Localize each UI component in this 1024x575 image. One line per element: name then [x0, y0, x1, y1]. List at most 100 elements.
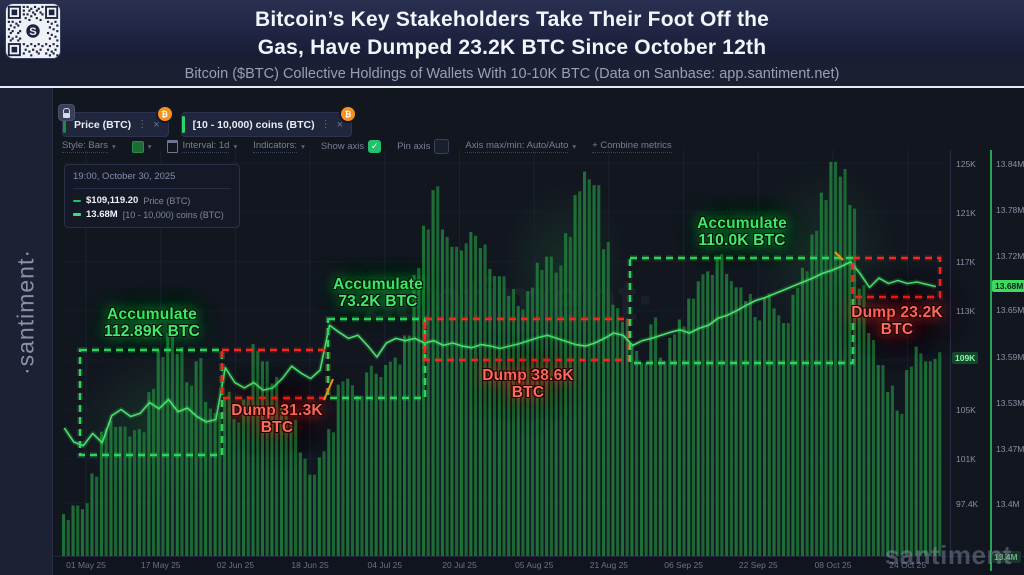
tab-price-btc[interactable]: Price (BTC) ⋮ × ₿ — [58, 104, 174, 137]
price-bar — [398, 364, 402, 556]
price-bar — [213, 413, 217, 556]
color-picker[interactable]: ▾ — [131, 140, 151, 153]
sidebar: ·santiment· — [0, 88, 53, 575]
price-bar — [199, 358, 203, 556]
price-bar — [284, 410, 288, 556]
price-bar — [388, 361, 392, 556]
x-axis-label: 18 Jun 25 — [291, 560, 329, 570]
price-bar — [644, 362, 648, 556]
price-bar — [559, 265, 563, 556]
tab-label: Price (BTC) — [74, 118, 132, 131]
price-bar — [729, 281, 733, 556]
dump-zone-glow — [850, 255, 943, 300]
price-bar — [682, 326, 686, 556]
subtitle-bar: Bitcoin ($BTC) Collective Holdings of Wa… — [0, 62, 1024, 86]
price-bar — [838, 176, 842, 556]
price-value: $109,119.20 — [86, 195, 139, 206]
price-label: Price (BTC) — [143, 195, 191, 206]
price-bar — [142, 432, 146, 556]
price-bar — [270, 383, 274, 556]
price-bar — [800, 267, 804, 556]
price-bar — [786, 323, 790, 556]
price-bar — [412, 275, 416, 556]
tab-menu-icon[interactable]: ⋮ — [137, 119, 148, 130]
price-bar — [256, 350, 260, 556]
accumulate-zone-rect — [628, 256, 855, 365]
price-bar — [227, 391, 231, 556]
price-bar — [791, 294, 795, 556]
tab-menu-icon[interactable]: ⋮ — [320, 119, 331, 130]
price-bar — [829, 161, 833, 557]
price-bar — [587, 179, 591, 557]
price-bar — [497, 276, 501, 556]
price-bar — [654, 317, 658, 556]
price-bar — [488, 268, 492, 556]
coins-axis-line — [990, 150, 992, 571]
price-bar — [166, 333, 170, 556]
lock-icon — [58, 104, 75, 121]
chevron-down-icon: ▾ — [233, 142, 238, 151]
tab-close-icon[interactable]: × — [153, 118, 160, 131]
tab-coins-10-10000[interactable]: [10 - 10,000) coins (BTC) ⋮ × ₿ — [180, 105, 358, 137]
indicators-select[interactable]: Indicators: ▾ — [253, 140, 305, 153]
show-axis-toggle[interactable]: Show axis ✓ — [321, 140, 382, 153]
price-bar — [208, 408, 212, 556]
price-bar — [365, 372, 369, 556]
x-axis-label: 20 Jul 25 — [442, 560, 477, 570]
price-bar — [459, 250, 463, 556]
tooltip-row-price: $109,119.20 Price (BTC) — [73, 195, 231, 206]
price-bar — [668, 337, 672, 556]
tooltip-row-coins: 13.68M [10 - 10,000) coins (BTC) — [73, 209, 231, 220]
checkbox-unchecked-icon[interactable] — [434, 139, 450, 154]
price-bar — [535, 262, 539, 556]
axis-maxmin-select[interactable]: Axis max/min: Auto/Auto ▾ — [465, 140, 576, 153]
pin-axis-label: Pin axis — [397, 141, 431, 152]
price-bar — [260, 361, 264, 556]
price-bar — [597, 185, 601, 556]
price-bar — [90, 473, 94, 556]
price-bar — [592, 185, 596, 556]
price-bar — [715, 257, 719, 556]
pin-axis-toggle[interactable]: Pin axis — [397, 139, 450, 154]
interval-select[interactable]: Interval: 1d ▾ — [167, 140, 237, 153]
coins-axis-tick: 13.47M — [996, 444, 1024, 455]
qr-logo: S — [29, 26, 36, 38]
combine-metrics-button[interactable]: + Combine metrics — [592, 140, 672, 153]
price-bar — [772, 308, 776, 556]
price-bar — [886, 392, 890, 556]
coins-current-badge: 13.68M — [992, 280, 1024, 292]
price-bar — [118, 426, 122, 556]
tab-close-icon[interactable]: × — [336, 118, 344, 131]
price-bar — [336, 384, 340, 556]
price-bar — [848, 204, 852, 556]
style-select[interactable]: Style: Bars ▾ — [62, 140, 116, 153]
accumulate-zone-rect — [78, 348, 224, 457]
price-bar — [128, 436, 132, 556]
checkbox-checked-icon[interactable]: ✓ — [368, 140, 382, 153]
coins-swatch — [73, 213, 81, 216]
title-line-1: Bitcoin’s Key Stakeholders Take Their Fo… — [254, 8, 770, 31]
price-bar — [483, 244, 487, 556]
chevron-down-icon: ▾ — [301, 142, 305, 151]
price-bar — [881, 365, 885, 556]
tab-accent — [181, 116, 185, 133]
price-bar — [696, 281, 700, 556]
price-bar — [928, 361, 932, 556]
price-bar — [739, 287, 743, 556]
price-axis-tick: 101K — [956, 454, 976, 465]
price-bar — [194, 361, 198, 556]
price-bar — [853, 208, 857, 556]
price-axis-tick: 105K — [956, 404, 976, 415]
coins-bottom-badge: 13.4M — [991, 551, 1021, 563]
price-bar — [450, 246, 454, 557]
x-axis-label: 02 Jun 25 — [216, 560, 255, 570]
header-banner: Bitcoin’s Key Stakeholders Take Their Fo… — [0, 0, 1024, 62]
price-bar — [720, 254, 724, 556]
price-bar — [777, 315, 781, 556]
price-bar — [606, 242, 610, 556]
price-bar — [767, 293, 771, 556]
price-axis-tick: 121K — [956, 207, 976, 218]
style-label: Style: Bars — [62, 140, 108, 153]
price-bar — [625, 318, 629, 556]
